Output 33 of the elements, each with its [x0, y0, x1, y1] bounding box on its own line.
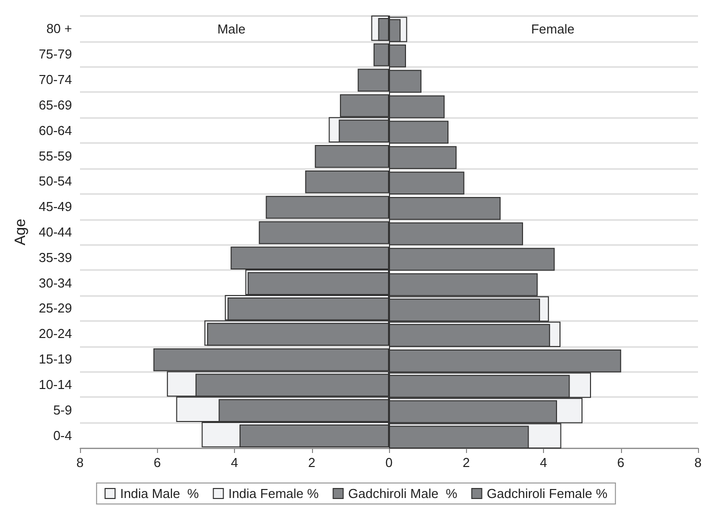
y-tick-label: 55-59 [38, 148, 72, 164]
x-tick-label: 4 [230, 455, 238, 470]
legend-label: India Female % [228, 486, 320, 501]
y-tick-label: 75-79 [38, 46, 72, 62]
annotation: Male [217, 22, 246, 36]
y-tick-label: 60-64 [38, 122, 72, 138]
x-tick-label: 4 [540, 455, 548, 470]
y-tick-label: 80 + [46, 21, 72, 36]
y-tick-label: 20-24 [38, 326, 72, 342]
y-axis-title: Age [12, 218, 29, 246]
y-tick-label: 25-29 [38, 300, 72, 316]
y-tick-label: 5-9 [53, 402, 72, 418]
y-tick-label: 0-4 [53, 428, 72, 443]
y-tick-label: 45-49 [38, 199, 72, 214]
x-tick-label: 0 [385, 455, 393, 470]
y-tick-label: 35-39 [38, 250, 72, 265]
legend-label: India Male % [120, 486, 200, 501]
y-tick-label: 70-74 [38, 72, 72, 88]
y-tick-label: 15-19 [38, 352, 72, 367]
y-tick-label: 65-69 [38, 97, 72, 112]
x-tick-label: 8 [76, 455, 84, 470]
y-tick-label: 50-54 [38, 174, 72, 189]
x-tick-label: 6 [617, 455, 624, 470]
legend-label: Gadchiroli Male % [348, 486, 458, 501]
x-tick-label: 2 [308, 455, 316, 470]
y-tick-label: 30-34 [38, 275, 72, 290]
y-tick-label: 40-44 [38, 224, 72, 240]
annotation: Female [531, 22, 574, 36]
legend-label: Gadchiroli Female % [486, 486, 608, 501]
y-tick-label: 10-14 [38, 376, 72, 392]
x-tick-label: 2 [462, 455, 470, 470]
x-tick-label: 6 [154, 455, 161, 470]
x-tick-label: 8 [694, 455, 702, 470]
